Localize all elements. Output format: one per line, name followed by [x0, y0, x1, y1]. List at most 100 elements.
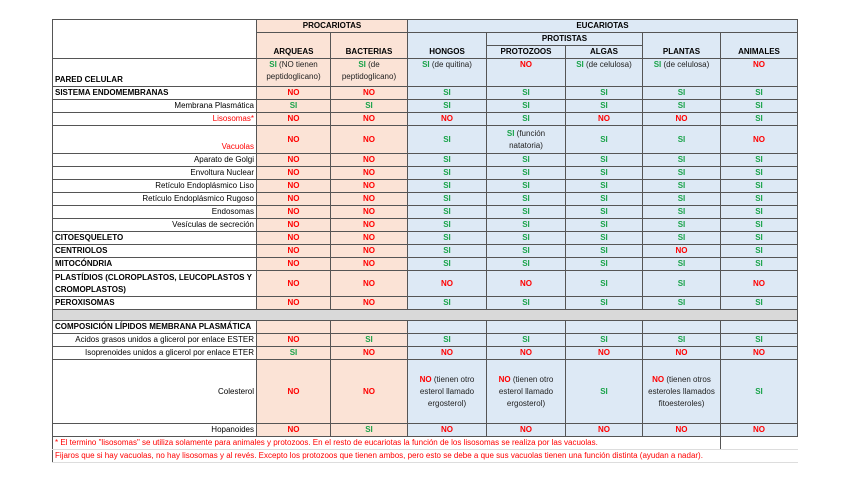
table-cell: SI [720, 244, 798, 258]
table-cell: SI [720, 296, 798, 310]
value-no: NO [498, 374, 511, 384]
table-cell: SI [407, 244, 487, 258]
value-si: SI [600, 386, 608, 396]
table-row: PEROXISOMAS NO NO SI SI SI SI SI [52, 296, 798, 310]
table-cell: NO [407, 346, 487, 360]
table-cell: SI (de celulosa) [565, 58, 643, 87]
value-note: (función natatoria) [509, 128, 546, 150]
table-cell: SI [720, 257, 798, 271]
value-si: SI [600, 259, 608, 268]
value-si: SI [600, 246, 608, 255]
table-cell: SI [565, 333, 643, 347]
value-si: SI [677, 134, 686, 144]
value-no: NO [753, 60, 765, 69]
value-si: SI [755, 246, 763, 255]
value-no: NO [363, 114, 375, 123]
value-no: NO [753, 348, 765, 357]
table-cell: NO [256, 244, 331, 258]
value-note: (de celulosa) [585, 60, 632, 69]
table-cell: NO [565, 112, 643, 126]
table-cell: SI [565, 270, 643, 297]
value-si: SI [522, 168, 530, 177]
table-cell: SI [486, 179, 566, 193]
table-cell: NO [256, 192, 331, 206]
table-cell: SI [565, 86, 643, 100]
value-no: NO [753, 134, 765, 144]
table-cell: NO [642, 112, 721, 126]
row-label: Envoltura Nuclear [52, 166, 257, 180]
value-si: SI [443, 155, 451, 164]
value-no: NO [363, 168, 375, 177]
footnote: * El termino "lisosomas" se utiliza sola… [52, 436, 721, 450]
table-cell: NO [256, 166, 331, 180]
value-si: SI [755, 386, 763, 396]
table-cell: SI [720, 231, 798, 245]
cell-comparison-table: PROCARIOTAS EUCARIOTAS ARQUEAS BACTERIAS… [52, 19, 798, 463]
value-si: SI [677, 233, 686, 242]
table-cell: SI [642, 153, 721, 167]
row-label: CITOESQUELETO [52, 231, 257, 245]
value-si: SI [522, 335, 530, 344]
table-cell: SI [565, 205, 643, 219]
table-cell: NO [720, 423, 798, 437]
row-label: Vacuolas [52, 125, 257, 154]
value-si: SI [755, 233, 763, 242]
table-cell: NO [330, 153, 408, 167]
row-label: SISTEMA ENDOMEMBRANAS [52, 86, 257, 100]
header-protistas: PROTISTAS [486, 32, 643, 46]
value-no: NO [363, 155, 375, 164]
value-no: NO [363, 233, 375, 242]
table-cell: SI [565, 359, 643, 424]
table-row: Retículo Endoplásmico Rugoso NO NO SI SI SI SI… [52, 192, 798, 206]
table-cell: NO [642, 423, 721, 437]
table-cell: SI [330, 333, 408, 347]
value-no: NO [598, 348, 610, 357]
value-si: SI [600, 101, 608, 110]
value-si: SI [677, 335, 686, 344]
table-cell: SI [486, 296, 566, 310]
value-no: NO [287, 335, 300, 344]
table-cell: NO [330, 359, 408, 424]
table-row: SISTEMA ENDOMEMBRANAS NO NO SI SI SI SI SI [52, 86, 798, 100]
value-no: NO [441, 114, 453, 123]
table-row: Membrana Plasmática SI SI SI SI SI SI SI [52, 99, 798, 113]
table-cell: SI [642, 257, 721, 271]
value-si: SI [677, 298, 686, 307]
value-no: NO [441, 348, 453, 357]
header-plantas: PLANTAS [642, 32, 721, 59]
value-si: SI [600, 155, 608, 164]
value-no: NO [753, 425, 765, 434]
table-cell: NO [256, 125, 331, 154]
table-cell: SI [720, 179, 798, 193]
table-cell: SI [642, 231, 721, 245]
table-cell: SI [486, 244, 566, 258]
table-cell: NO [486, 270, 566, 297]
value-no: NO [287, 181, 300, 190]
table-cell: SI [642, 125, 721, 154]
table-cell: NO [565, 423, 643, 437]
value-si: SI [443, 194, 451, 203]
table-row: Hopanoides NO SI NO NO NO NO NO [52, 423, 798, 437]
table-cell: SI [407, 86, 487, 100]
value-si: SI [653, 60, 662, 69]
table-cell: NO [256, 270, 331, 297]
value-no: NO [287, 194, 300, 203]
table-cell: SI [407, 296, 487, 310]
value-si: SI [358, 60, 366, 69]
table-row: Aparato de Golgi NO NO SI SI SI SI SI [52, 153, 798, 167]
table-cell: NO [330, 244, 408, 258]
table-cell: NO [407, 112, 487, 126]
table-cell: NO (tienen otro esterol llamado ergoster… [486, 359, 566, 424]
table-cell: SI [565, 192, 643, 206]
table-cell [486, 320, 566, 334]
row-label: Membrana Plasmática [52, 99, 257, 113]
value-si: SI [755, 114, 763, 123]
value-si: SI [443, 233, 451, 242]
table-cell: NO [330, 166, 408, 180]
table-cell: SI [642, 205, 721, 219]
value-si: SI [600, 134, 608, 144]
separator-cell [52, 309, 798, 321]
table-cell: NO [720, 125, 798, 154]
value-no: NO [675, 246, 688, 255]
table-cell: NO [486, 58, 566, 87]
